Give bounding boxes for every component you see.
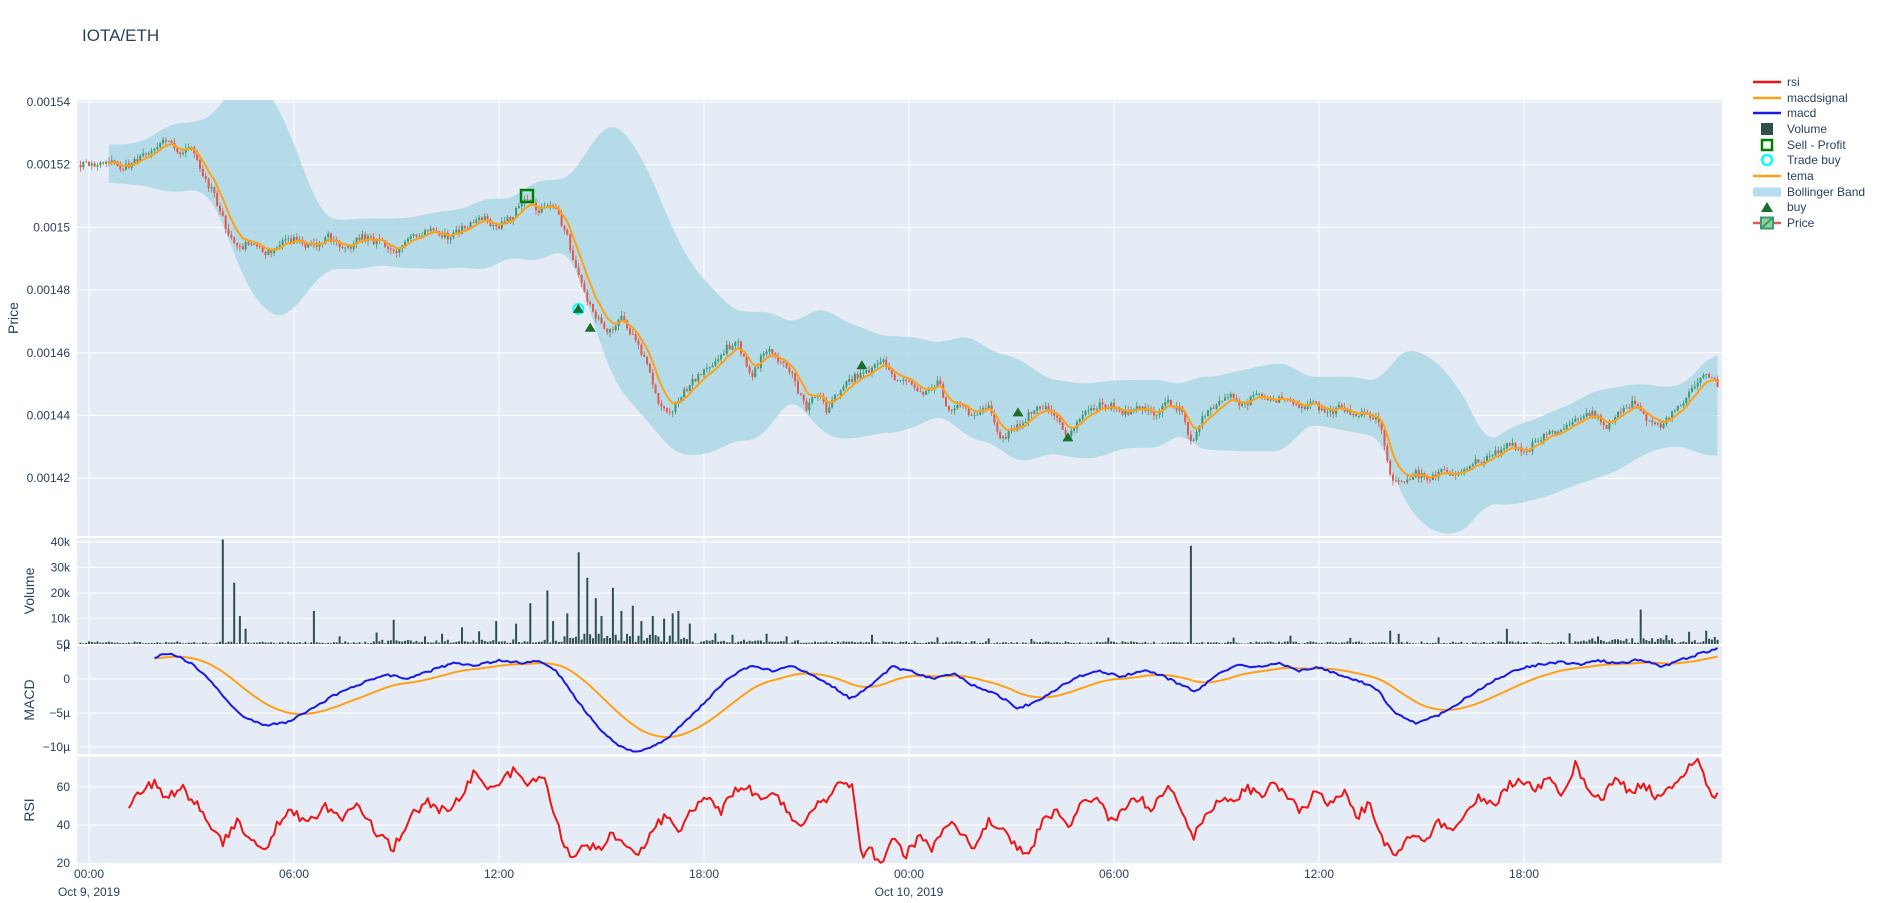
volume-panel[interactable] — [77, 538, 1722, 644]
macd-panel[interactable] — [77, 646, 1722, 754]
rsi-line — [128, 757, 1719, 864]
svg-text:Oct 10, 2019: Oct 10, 2019 — [875, 885, 944, 899]
legend-item-label: Volume — [1787, 121, 1828, 136]
svg-text:60: 60 — [57, 780, 71, 794]
svg-text:−5µ: −5µ — [49, 706, 70, 720]
bollinger-band-area — [108, 100, 1718, 534]
svg-text:20: 20 — [57, 856, 71, 870]
legend-item-sell-profit[interactable]: Sell - Profit — [1752, 137, 1865, 153]
sell-profit-marker[interactable] — [519, 188, 535, 204]
svg-text:40k: 40k — [51, 535, 71, 549]
axis-titles: Price Volume MACD RSI — [5, 302, 37, 822]
tema-line — [108, 143, 1719, 479]
legend-item-volume[interactable]: Volume — [1752, 121, 1865, 137]
svg-text:18:00: 18:00 — [689, 867, 719, 881]
legend-item-label: rsi — [1787, 74, 1800, 89]
volume-axis-title: Volume — [21, 567, 37, 614]
line-icon — [1752, 91, 1782, 105]
svg-text:0.00142: 0.00142 — [27, 471, 71, 485]
svg-text:0.00146: 0.00146 — [27, 346, 71, 360]
macd-signal-line — [154, 655, 1718, 739]
svg-text:0.00154: 0.00154 — [27, 95, 71, 109]
page-title: IOTA/ETH — [82, 26, 160, 45]
x-axis-labels: 00:00 Oct 9, 2019 06:00 12:00 18:00 00:00 Oct … — [58, 867, 1539, 899]
svg-text:00:00: 00:00 — [74, 867, 104, 881]
price-axis-labels: 0.00154 0.00152 0.0015 0.00148 0.00146 0.0014… — [27, 95, 71, 870]
svg-text:20k: 20k — [51, 586, 71, 600]
gridlines — [77, 100, 1722, 863]
legend-item-label: tema — [1787, 168, 1814, 183]
svg-text:0: 0 — [63, 637, 70, 651]
legend-item-bollinger-band[interactable]: Bollinger Band — [1752, 184, 1865, 200]
svg-text:30k: 30k — [51, 561, 71, 575]
line-icon — [1752, 169, 1782, 183]
legend-item-label: macd — [1787, 106, 1817, 121]
svg-text:0.0015: 0.0015 — [33, 220, 70, 234]
band-icon — [1752, 185, 1782, 199]
buy-marker[interactable] — [584, 322, 596, 332]
legend-item-label: macdsignal — [1787, 90, 1848, 105]
svg-text:18:00: 18:00 — [1509, 867, 1539, 881]
legend-item-macd[interactable]: macd — [1752, 105, 1865, 121]
legend-item-label: Price — [1787, 216, 1815, 231]
svg-text:06:00: 06:00 — [279, 867, 309, 881]
macd-axis-title: MACD — [21, 679, 37, 720]
legend-item-label: buy — [1787, 200, 1807, 215]
price-axis-title: Price — [5, 302, 21, 334]
svg-text:0.00152: 0.00152 — [27, 158, 71, 172]
legend-item-rsi[interactable]: rsi — [1752, 74, 1865, 90]
buy-marker[interactable] — [856, 360, 868, 370]
open-circle-icon — [1752, 153, 1782, 167]
legend-item-buy[interactable]: buy — [1752, 200, 1865, 216]
legend: rsi macdsignal macd Volume Sell - Profit Trad… — [1752, 74, 1865, 231]
open-square-icon — [1752, 138, 1782, 152]
svg-text:06:00: 06:00 — [1099, 867, 1129, 881]
rsi-axis-title: RSI — [21, 798, 37, 821]
legend-item-label: Sell - Profit — [1787, 137, 1846, 152]
square-icon — [1752, 122, 1782, 136]
legend-item-trade-buy[interactable]: Trade buy — [1752, 152, 1865, 168]
svg-text:12:00: 12:00 — [1304, 867, 1334, 881]
svg-text:00:00: 00:00 — [894, 867, 924, 881]
svg-text:Oct 9, 2019: Oct 9, 2019 — [58, 885, 120, 899]
line-icon — [1752, 75, 1782, 89]
legend-item-label: Trade buy — [1787, 153, 1841, 168]
macd-line — [154, 647, 1719, 753]
legend-item-price[interactable]: Price — [1752, 215, 1865, 231]
line-icon — [1752, 106, 1782, 120]
svg-text:0.00144: 0.00144 — [27, 409, 71, 423]
svg-text:12:00: 12:00 — [484, 867, 514, 881]
svg-text:0: 0 — [63, 672, 70, 686]
legend-item-label: Bollinger Band — [1787, 184, 1866, 199]
svg-text:40: 40 — [57, 818, 71, 832]
candle-icon — [1752, 216, 1782, 230]
legend-item-tema[interactable]: tema — [1752, 168, 1865, 184]
buy-marker[interactable] — [1012, 407, 1024, 417]
buy-marker[interactable] — [572, 303, 584, 313]
buy-marker[interactable] — [1062, 432, 1074, 442]
triangle-icon — [1752, 200, 1782, 214]
svg-text:−10µ: −10µ — [43, 740, 70, 754]
rsi-panel[interactable] — [77, 757, 1722, 863]
svg-text:0.00148: 0.00148 — [27, 283, 71, 297]
svg-text:10k: 10k — [51, 612, 71, 626]
svg-text:5µ: 5µ — [56, 638, 70, 652]
legend-item-macdsignal[interactable]: macdsignal — [1752, 90, 1865, 106]
